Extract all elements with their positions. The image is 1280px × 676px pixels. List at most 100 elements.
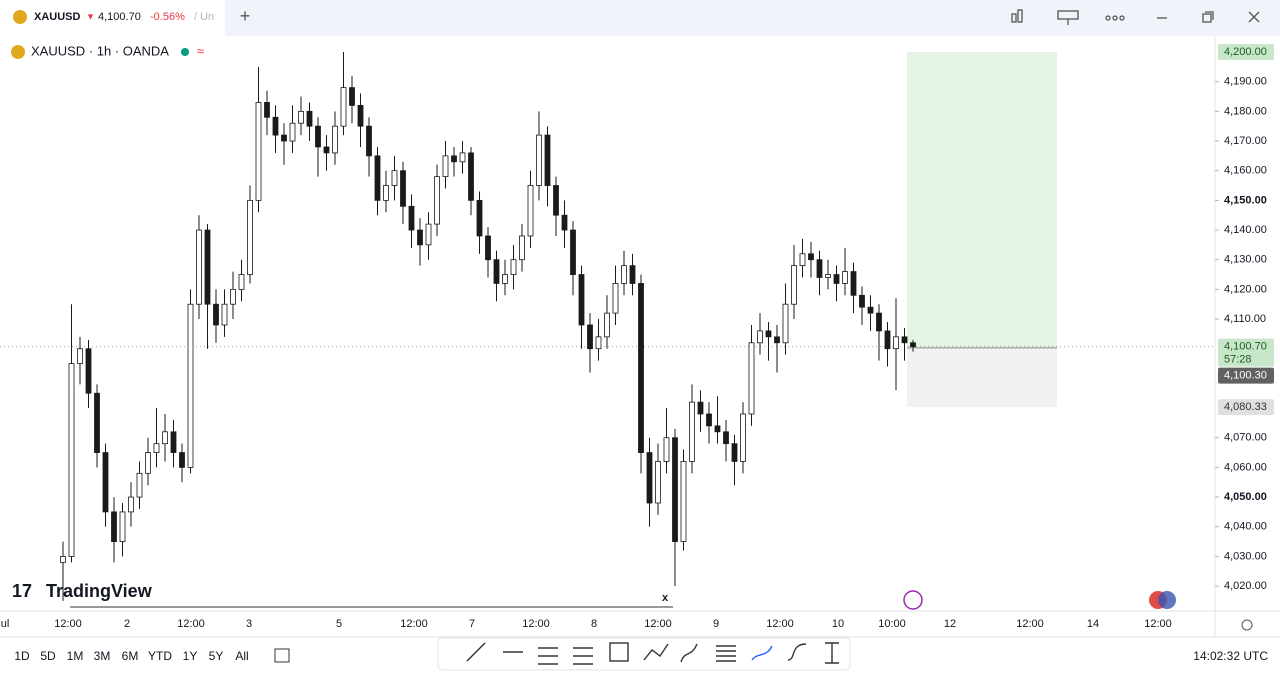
candle-body	[765, 330, 772, 338]
candle-body	[383, 185, 389, 201]
x-tick-label: 10:00	[878, 618, 906, 630]
x-tick-label: 12:00	[1144, 618, 1172, 630]
range-button[interactable]: 5Y	[209, 649, 224, 663]
price-box	[1218, 399, 1274, 416]
candle-body	[629, 265, 636, 284]
tool[interactable]	[680, 643, 698, 663]
stop-zone	[907, 347, 1057, 408]
new-tab[interactable]: +	[240, 6, 251, 26]
candle-body	[638, 283, 644, 453]
range-button[interactable]: All	[235, 649, 248, 663]
x-tick-label: 9	[713, 618, 719, 630]
candle-body	[859, 294, 865, 308]
candle-body	[85, 348, 92, 394]
price-box	[1218, 367, 1274, 384]
y-tick-label: 4,170.00	[1224, 135, 1267, 147]
candle-body	[119, 511, 126, 542]
window-icons	[1011, 9, 1260, 25]
candle-body	[425, 223, 432, 246]
candle-body	[247, 199, 253, 275]
range-button[interactable]: 5D	[40, 649, 56, 663]
tab[interactable]	[0, 0, 225, 36]
icon[interactable]	[1011, 13, 1017, 23]
tool[interactable]	[787, 643, 807, 661]
candle-body	[136, 472, 143, 498]
tool[interactable]	[538, 647, 558, 665]
y-tick-label: 4,150.00	[1224, 194, 1267, 206]
draw-tools	[466, 642, 839, 665]
tool[interactable]	[716, 645, 736, 662]
event-icon[interactable]	[903, 590, 923, 610]
candle-body	[400, 170, 406, 207]
tab-symbol: XAUUSD	[34, 11, 81, 23]
candle-body	[213, 303, 219, 326]
candle-body	[323, 146, 330, 154]
candle-body	[434, 176, 440, 225]
candle-body	[893, 336, 899, 350]
range-button[interactable]: 3M	[94, 649, 111, 663]
x-tick-label: 10	[832, 618, 844, 630]
candle-body	[553, 185, 559, 216]
tool[interactable]	[825, 642, 839, 664]
candle-body	[102, 452, 109, 513]
candle-body	[510, 259, 517, 275]
candle-body	[655, 461, 661, 504]
y-tick-label: 4,040.00	[1224, 521, 1267, 533]
candle-body	[94, 392, 100, 453]
candle-body	[714, 425, 721, 433]
x-tick-label: 12:00	[400, 618, 428, 630]
settings-icon[interactable]	[1241, 619, 1253, 631]
candle-body	[876, 312, 882, 332]
x-tick-label: 12:00	[54, 618, 82, 630]
candle-body	[272, 116, 279, 136]
tab-strip	[231, 3, 1280, 33]
candle-body	[204, 229, 211, 305]
tool[interactable]	[609, 642, 629, 662]
range-button[interactable]: 1M	[67, 649, 84, 663]
candle-body	[264, 102, 270, 118]
x-tick-label: 12	[944, 618, 956, 630]
date-icon[interactable]	[274, 648, 290, 663]
candle-body	[349, 87, 355, 106]
candle-body	[221, 303, 228, 326]
range-button[interactable]: 1Y	[183, 649, 198, 663]
y-tick-label: 4,120.00	[1224, 283, 1267, 295]
tool[interactable]	[751, 645, 773, 661]
tool[interactable]	[573, 647, 593, 665]
candle-body	[672, 437, 678, 542]
candle-body	[587, 324, 593, 350]
tool[interactable]	[466, 642, 486, 662]
candle-body	[731, 443, 738, 462]
candle-body	[340, 87, 347, 127]
candle-body	[153, 443, 160, 453]
candle-body	[145, 452, 151, 474]
candle-body	[230, 288, 236, 305]
range-button[interactable]: YTD	[148, 649, 172, 663]
clock: 14:02:32 UTC	[1193, 649, 1268, 663]
candle-body	[485, 235, 491, 261]
candle-body	[595, 336, 602, 350]
candle-body	[374, 155, 381, 201]
candle-body	[544, 134, 551, 186]
candle-body	[697, 401, 704, 415]
plot	[0, 52, 1215, 601]
candle-body	[901, 336, 908, 344]
candle-body	[417, 229, 423, 246]
candle-body	[910, 342, 916, 348]
icon[interactable]	[1017, 9, 1023, 23]
close-mark[interactable]: x	[662, 592, 669, 604]
logo-mark: 17	[12, 581, 32, 601]
y-tick-label: 4,020.00	[1224, 580, 1267, 592]
tool[interactable]	[643, 643, 669, 661]
x-tick-label: 7	[469, 618, 475, 630]
event-icon[interactable]	[1158, 591, 1176, 609]
range-button[interactable]: 1D	[14, 649, 30, 663]
candle-body	[884, 330, 891, 350]
candle-body	[621, 265, 627, 284]
range-button[interactable]: 6M	[122, 649, 139, 663]
candle-body	[170, 431, 177, 453]
x-tick-label: 12:00	[177, 618, 205, 630]
candle-body	[604, 312, 610, 338]
